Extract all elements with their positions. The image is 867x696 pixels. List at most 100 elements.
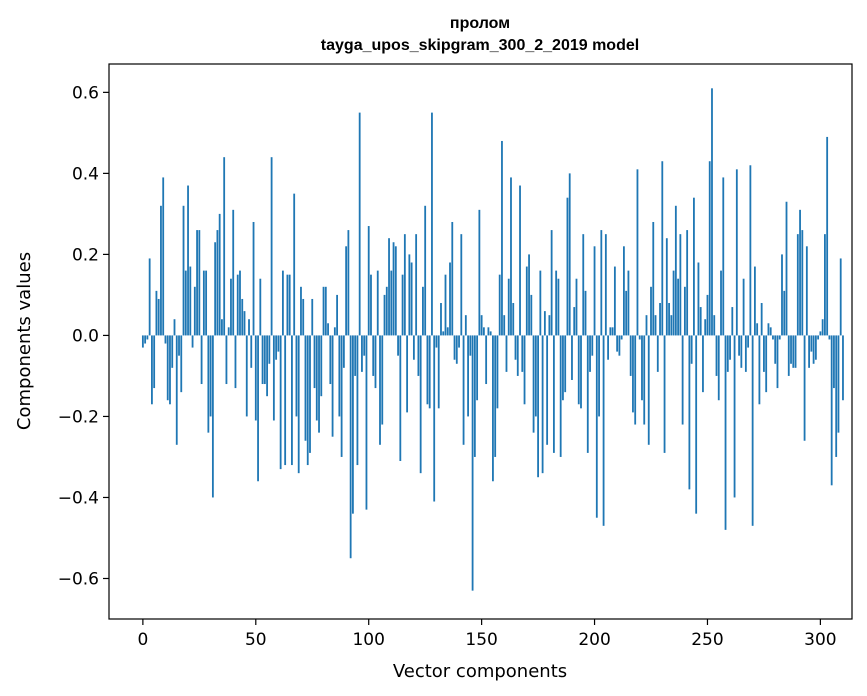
bar xyxy=(442,331,445,336)
bar xyxy=(214,242,217,336)
bar xyxy=(196,230,198,336)
bar xyxy=(198,230,201,336)
bar xyxy=(284,335,287,466)
y-tick-label: 0.4 xyxy=(72,164,99,184)
bar xyxy=(564,335,567,393)
bar xyxy=(489,331,492,336)
bar xyxy=(399,335,402,461)
bar xyxy=(245,335,248,417)
bar xyxy=(523,335,526,405)
bar xyxy=(153,335,156,389)
bar xyxy=(331,335,334,437)
bar xyxy=(178,335,180,356)
bar xyxy=(717,335,720,401)
y-tick-label: −0.6 xyxy=(58,569,99,589)
bar xyxy=(787,335,790,376)
bar xyxy=(550,230,553,336)
y-axis: −0.6 −0.4 −0.2 0.0 0.2 0.4 0.6 xyxy=(58,83,109,589)
bar xyxy=(268,335,271,364)
bar xyxy=(241,298,244,336)
bar xyxy=(654,315,657,336)
bar xyxy=(234,335,237,389)
bar xyxy=(742,278,745,336)
bar xyxy=(370,274,372,336)
bar xyxy=(494,335,497,457)
bar xyxy=(288,274,291,336)
bar xyxy=(839,258,842,336)
bar xyxy=(735,169,738,336)
bar xyxy=(668,303,670,336)
bar xyxy=(492,335,494,482)
bar xyxy=(634,335,637,425)
bar xyxy=(534,335,537,417)
bar xyxy=(512,303,515,336)
bar xyxy=(230,278,232,336)
bar xyxy=(349,335,352,559)
bar xyxy=(803,335,806,441)
bar xyxy=(151,335,153,405)
bar xyxy=(817,335,820,340)
bar xyxy=(711,88,713,336)
bar xyxy=(842,335,844,401)
bar xyxy=(645,315,648,336)
bar xyxy=(519,185,521,336)
bar xyxy=(616,335,619,352)
bar xyxy=(618,335,621,356)
bar xyxy=(403,234,406,336)
bar xyxy=(338,335,341,417)
bar xyxy=(422,286,424,336)
bar xyxy=(532,335,535,433)
bar xyxy=(209,335,212,417)
bar xyxy=(799,209,801,336)
bar xyxy=(449,262,451,336)
bar xyxy=(419,335,422,474)
bar xyxy=(604,234,607,336)
plot-frame xyxy=(108,63,853,620)
bar xyxy=(765,335,768,393)
bar xyxy=(792,335,795,368)
bar xyxy=(464,315,467,336)
bar xyxy=(733,335,736,498)
bar xyxy=(200,335,203,385)
x-axis-label: Vector components xyxy=(393,661,567,682)
bar xyxy=(528,254,530,336)
bar xyxy=(227,327,230,336)
bar xyxy=(431,112,433,336)
bar xyxy=(311,298,314,336)
bar xyxy=(435,335,438,348)
bar xyxy=(785,201,788,336)
bar xyxy=(342,335,345,368)
bar xyxy=(776,335,779,389)
bar xyxy=(173,319,176,336)
bar xyxy=(683,286,686,336)
bar xyxy=(263,335,266,385)
bar xyxy=(295,335,298,417)
bar xyxy=(440,303,442,336)
bar xyxy=(753,266,756,336)
bar xyxy=(160,205,162,336)
bar xyxy=(462,335,465,445)
bar xyxy=(571,335,573,380)
bar xyxy=(225,335,228,385)
bar xyxy=(286,274,289,336)
bar xyxy=(164,335,167,344)
bar xyxy=(830,335,833,486)
bar xyxy=(141,335,144,348)
bar xyxy=(336,294,338,336)
bar xyxy=(756,323,759,336)
bar xyxy=(232,209,235,336)
bar xyxy=(611,327,614,336)
bar xyxy=(315,335,318,421)
bar xyxy=(302,298,305,336)
bar xyxy=(157,298,160,336)
bar xyxy=(749,165,752,336)
bar xyxy=(598,335,600,417)
bar xyxy=(433,335,436,502)
chart-title-line-1: пролом xyxy=(450,15,510,32)
bar xyxy=(609,327,612,336)
bar xyxy=(552,335,555,453)
bar xyxy=(566,197,569,336)
bar xyxy=(383,294,386,336)
bar xyxy=(191,335,194,348)
bar xyxy=(715,335,718,376)
